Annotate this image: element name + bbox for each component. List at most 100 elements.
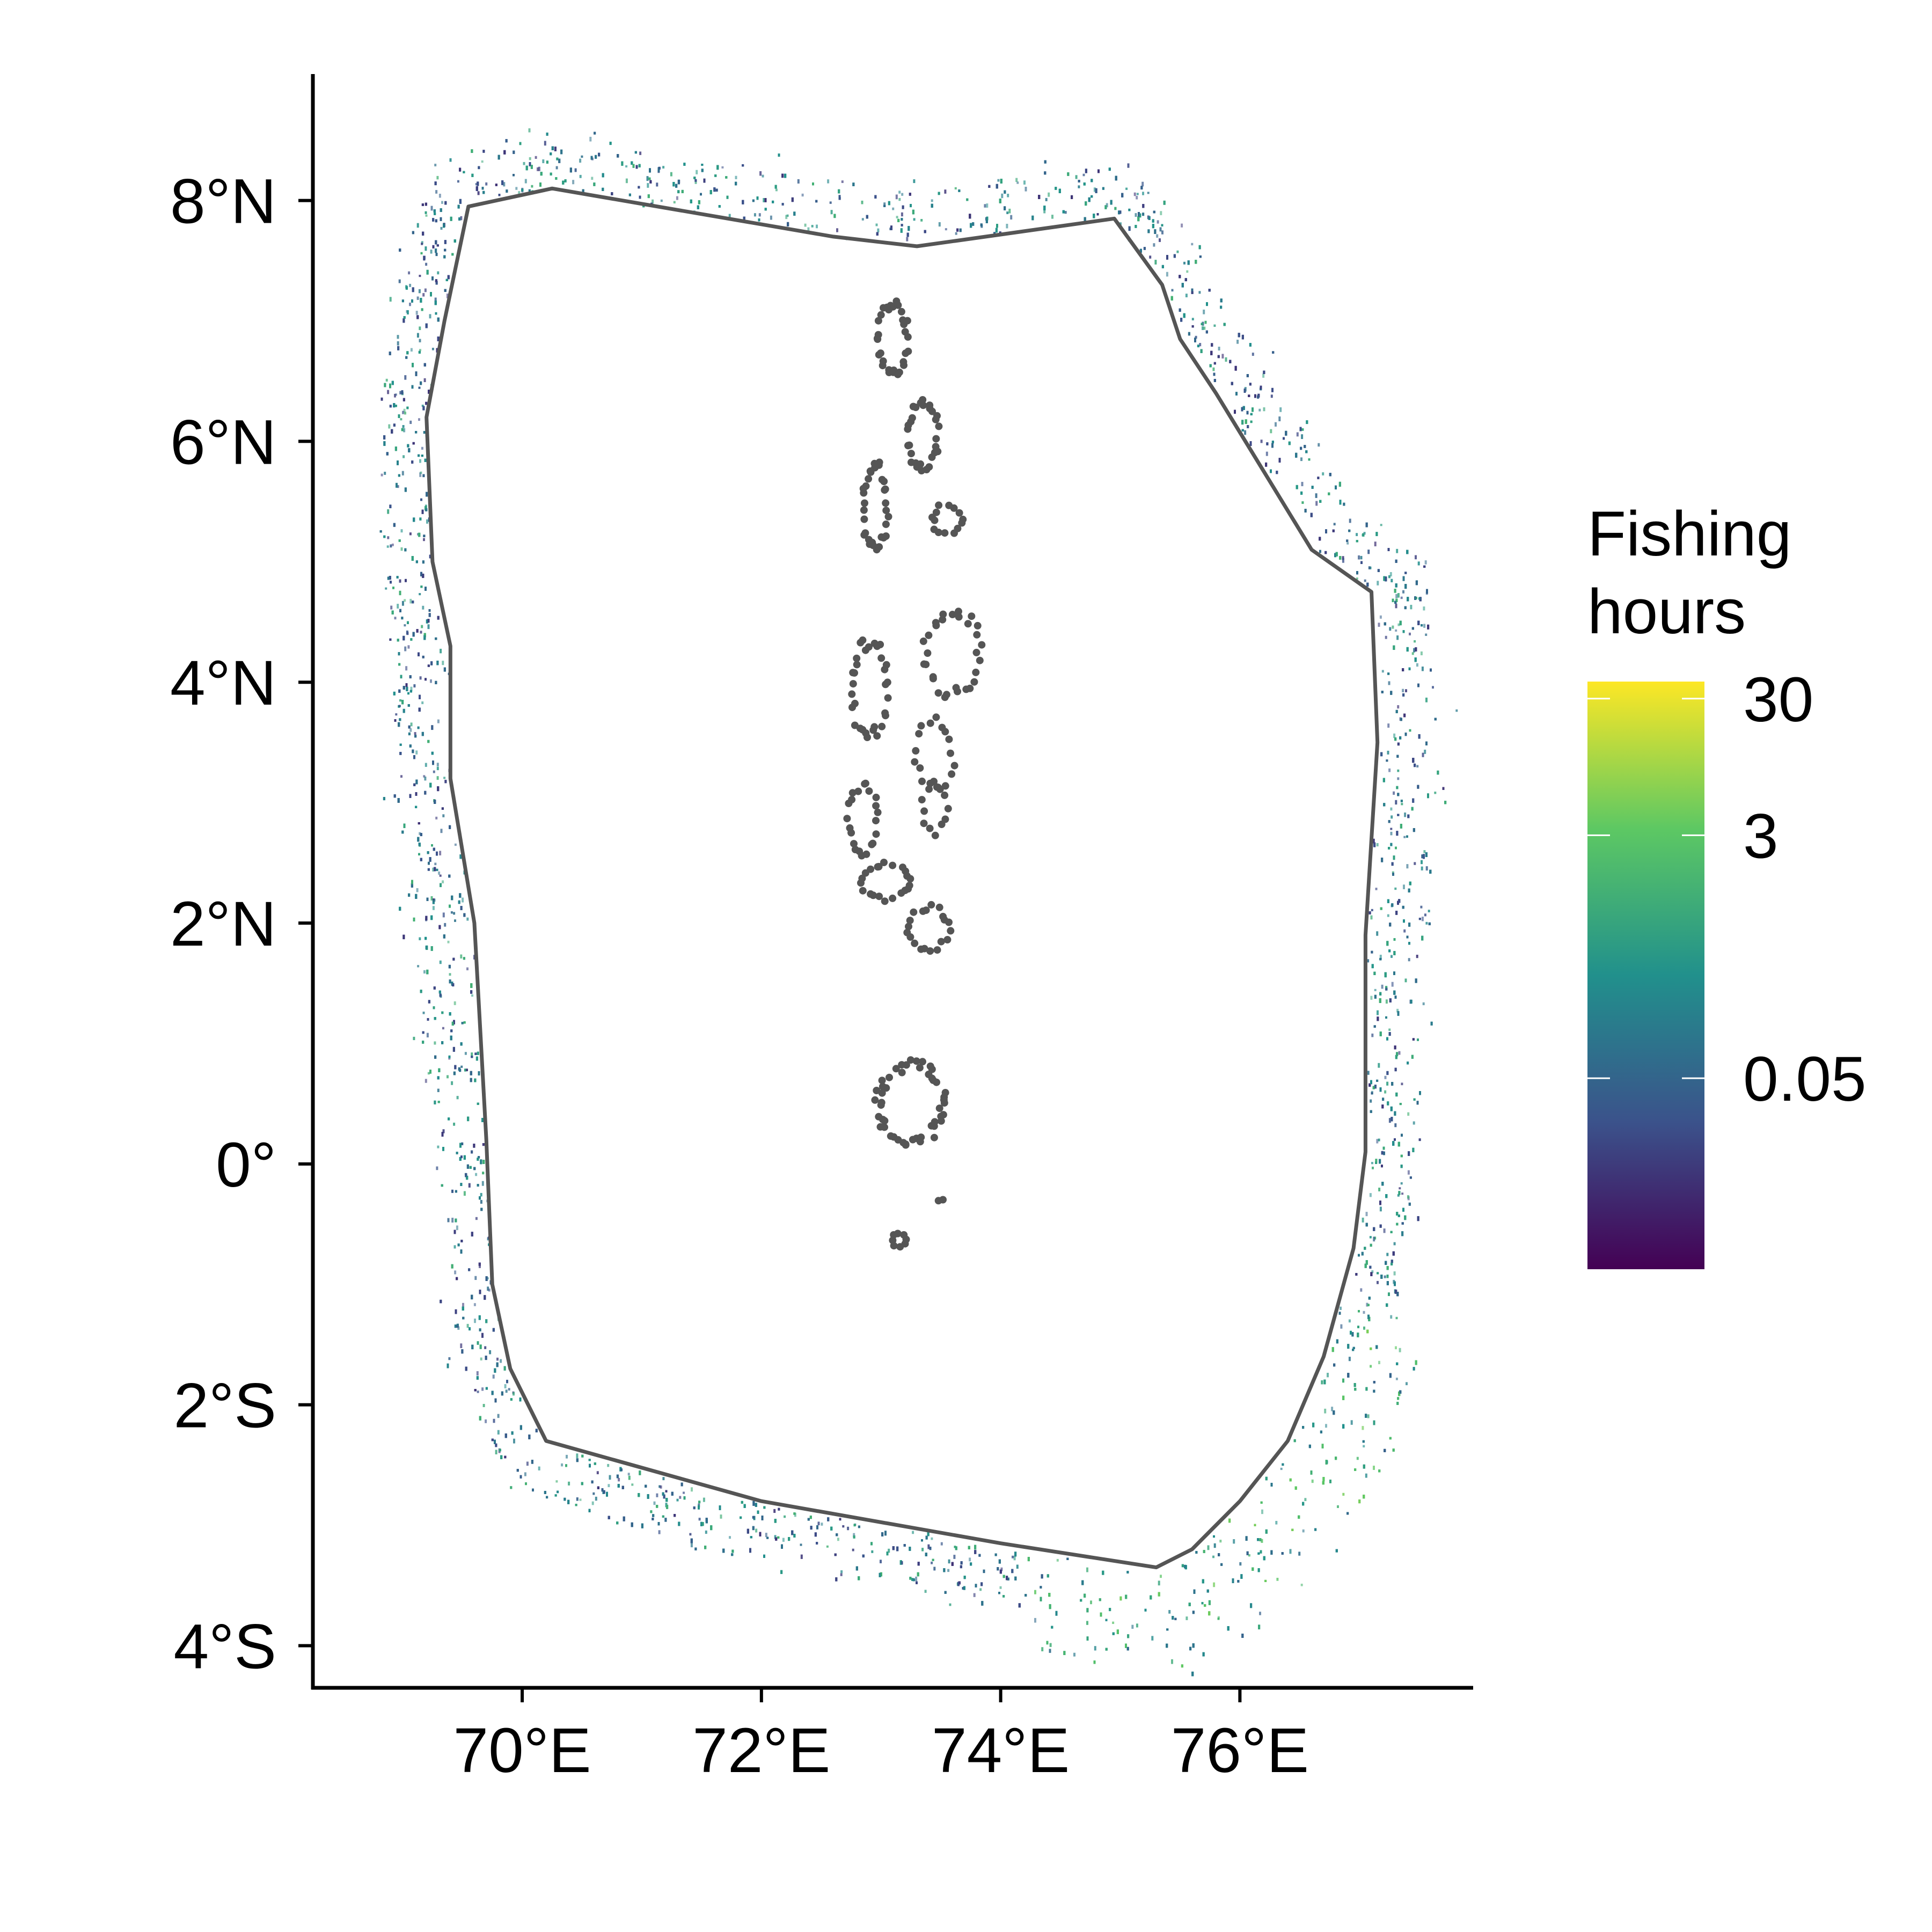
effort-point (440, 226, 443, 230)
effort-point (481, 1387, 484, 1391)
effort-point (1289, 1549, 1292, 1554)
effort-point (1261, 1509, 1263, 1514)
effort-point (1236, 340, 1239, 344)
effort-point (999, 1586, 1002, 1589)
effort-point (625, 165, 628, 168)
effort-point (450, 911, 453, 914)
effort-point (427, 1072, 430, 1075)
effort-point (765, 1533, 767, 1538)
effort-point (419, 349, 421, 352)
effort-point (1315, 501, 1318, 506)
effort-point (399, 699, 401, 702)
effort-point (1259, 1612, 1261, 1615)
effort-point (442, 912, 445, 918)
effort-point (804, 223, 807, 227)
effort-point (1379, 955, 1382, 960)
effort-point (1127, 163, 1130, 168)
effort-point (1402, 689, 1404, 692)
effort-point (400, 775, 402, 778)
effort-point (436, 1166, 438, 1170)
effort-point (457, 1326, 460, 1330)
effort-point (1311, 1479, 1314, 1483)
effort-point (399, 391, 402, 394)
effort-point (442, 1129, 445, 1133)
effort-point (471, 1052, 473, 1057)
effort-point (434, 1041, 436, 1045)
effort-point (423, 970, 426, 974)
effort-point (728, 214, 731, 217)
effort-point (1186, 270, 1189, 273)
effort-point (439, 960, 442, 964)
effort-point (432, 867, 435, 872)
effort-point (927, 1544, 930, 1549)
effort-point (435, 816, 438, 819)
effort-point (439, 874, 442, 877)
effort-point (434, 297, 437, 302)
effort-point (1356, 577, 1358, 580)
effort-point (1406, 864, 1409, 869)
effort-point (1221, 354, 1224, 359)
effort-point (1371, 1270, 1374, 1274)
effort-point (1348, 1319, 1351, 1323)
effort-point (416, 223, 419, 228)
effort-point (1300, 457, 1302, 462)
effort-point (1401, 1192, 1404, 1195)
effort-point (1378, 1360, 1380, 1364)
effort-point (1368, 566, 1371, 569)
effort-point (1384, 1075, 1387, 1079)
effort-point (387, 390, 390, 394)
effort-point (1315, 493, 1318, 498)
effort-point (1318, 443, 1320, 447)
effort-point (401, 601, 404, 606)
effort-point (1348, 1357, 1351, 1362)
effort-point (1356, 533, 1358, 536)
effort-point (984, 204, 986, 208)
effort-point (531, 185, 533, 188)
effort-point (1413, 648, 1416, 653)
effort-point (786, 214, 789, 217)
effort-point (705, 1530, 707, 1534)
effort-point (423, 775, 426, 778)
effort-point (1377, 581, 1379, 586)
effort-point (480, 1357, 482, 1360)
effort-point (1213, 1582, 1216, 1587)
effort-point (1373, 1236, 1375, 1242)
effort-point (1410, 605, 1413, 610)
effort-point (1153, 243, 1155, 247)
effort-point (1367, 1414, 1370, 1418)
effort-point (1360, 555, 1363, 560)
effort-point (997, 179, 1000, 182)
effort-point (591, 1501, 594, 1505)
effort-point (497, 1430, 500, 1435)
effort-point (425, 262, 428, 266)
effort-point (840, 1573, 843, 1576)
effort-point (1086, 1567, 1088, 1572)
effort-point (568, 1481, 570, 1485)
effort-point (1261, 1539, 1263, 1543)
effort-point (1406, 1382, 1408, 1386)
effort-point (439, 851, 442, 855)
effort-point (1403, 929, 1406, 933)
effort-point (1374, 541, 1377, 546)
effort-point (656, 182, 658, 187)
effort-point (435, 190, 438, 194)
effort-point (628, 1475, 631, 1480)
effort-point (892, 207, 895, 210)
effort-point (1358, 555, 1360, 560)
effort-point (1363, 1311, 1365, 1314)
effort-point (480, 1199, 482, 1204)
effort-point (425, 246, 427, 251)
fishing-effort-points (379, 128, 1458, 1677)
effort-point (1370, 915, 1373, 920)
effort-point (1233, 1539, 1235, 1544)
effort-point (1397, 777, 1400, 780)
effort-point (404, 375, 407, 380)
effort-point (1367, 550, 1370, 554)
effort-point (447, 1075, 449, 1079)
effort-point (484, 1346, 487, 1349)
effort-point (1393, 733, 1396, 738)
effort-point (385, 378, 388, 382)
effort-point (1275, 1521, 1278, 1525)
effort-point (1387, 914, 1389, 917)
effort-point (485, 1419, 487, 1423)
